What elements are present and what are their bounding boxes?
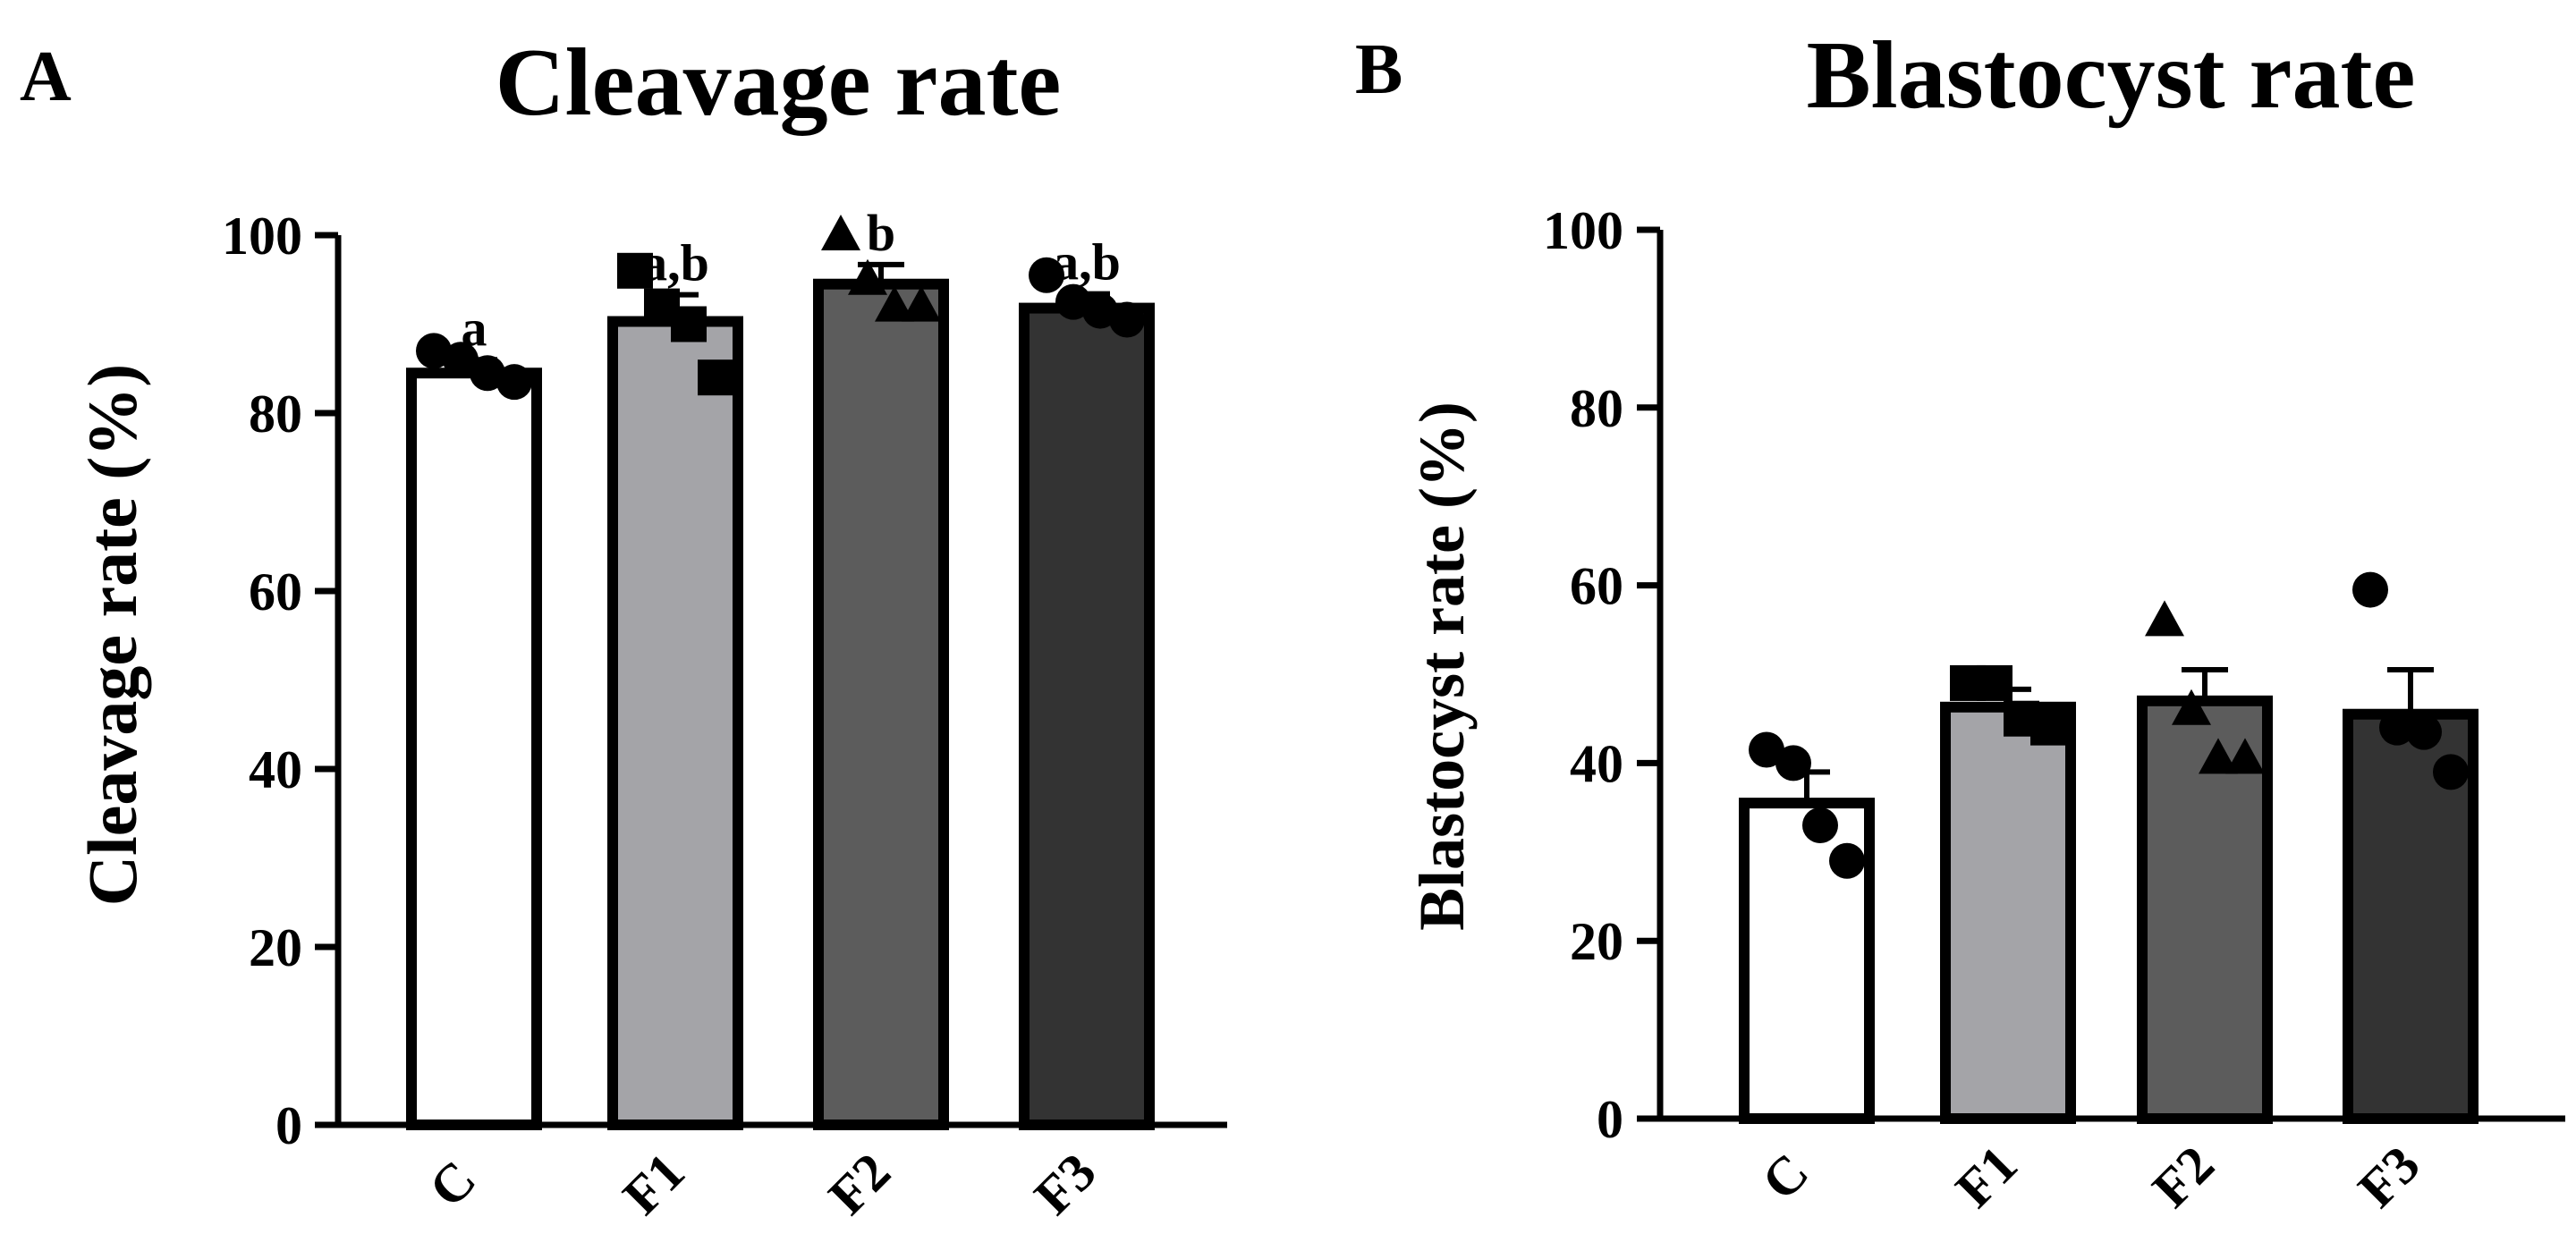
- x-tick-label-C: C: [418, 1149, 487, 1218]
- y-tick-label-80: 80: [249, 384, 302, 444]
- sig-letter-F2: b: [867, 204, 895, 262]
- point-C-4: [1829, 842, 1865, 879]
- point-C-1: [1749, 731, 1784, 768]
- y-tick-label-60: 60: [249, 562, 302, 621]
- point-F2-1: [821, 215, 860, 250]
- point-C-2: [1775, 745, 1811, 782]
- y-tick-label-100: 100: [222, 207, 302, 266]
- y-tick-label-0: 0: [1597, 1090, 1623, 1149]
- point-F1-3: [671, 306, 707, 342]
- panel-b-label: B: [1355, 30, 1402, 109]
- point-C-4: [496, 364, 532, 401]
- point-F2-3: [875, 285, 914, 322]
- y-tick-label-0: 0: [275, 1096, 302, 1155]
- y-tick-label-20: 20: [249, 918, 302, 977]
- panel-a-title: Cleavage rate: [496, 30, 1062, 136]
- bar-F2: [813, 278, 949, 1131]
- sig-letter-C: a: [462, 299, 487, 357]
- panel-b: B Blastocyst rate Blastocyst rate (%) C F…: [1355, 22, 2565, 1219]
- y-tick-label-60: 60: [1570, 557, 1623, 616]
- x-tick-label-F2: F2: [2141, 1135, 2225, 1219]
- point-F3-4: [2433, 754, 2469, 790]
- point-F3-3: [2406, 714, 2442, 750]
- point-F1-2: [1977, 664, 2012, 701]
- point-C-1: [416, 333, 452, 369]
- point-F3-4: [1109, 301, 1145, 338]
- point-F2-1: [2145, 600, 2184, 637]
- point-F2-2: [848, 258, 887, 295]
- point-F2-4: [902, 285, 941, 322]
- x-tick-label-F2: F2: [818, 1142, 902, 1226]
- y-tick-label-100: 100: [1543, 201, 1623, 260]
- point-F3-1: [1029, 257, 1064, 293]
- y-tick-label-40: 40: [1570, 734, 1623, 793]
- point-F3-2: [1055, 283, 1091, 320]
- bar-F1: [607, 316, 743, 1130]
- y-tick-label-40: 40: [249, 740, 302, 799]
- point-F2-2: [2172, 689, 2211, 725]
- y-tick-label-80: 80: [1570, 379, 1623, 438]
- x-tick-label-F1: F1: [1945, 1135, 2029, 1219]
- point-F1-4: [2030, 709, 2066, 746]
- panel-a-y-axis-label: Cleavage rate (%): [73, 364, 151, 906]
- panel-b-title: Blastocyst rate: [1807, 22, 2416, 129]
- point-F3-3: [1082, 292, 1118, 329]
- panel-a: A Cleavage rate Cleavage rate (%) a Ca,b F…: [20, 30, 1227, 1226]
- x-tick-label-F1: F1: [612, 1142, 696, 1226]
- bar-F3: [1019, 302, 1155, 1130]
- panel-a-label: A: [20, 38, 72, 116]
- point-C-2: [443, 342, 479, 378]
- sig-letter-F1: a,b: [641, 234, 709, 292]
- x-tick-label-C: C: [1750, 1142, 1819, 1211]
- panel-b-y-axis-label: Blastocyst rate (%): [1406, 401, 1478, 931]
- x-tick-label-F3: F3: [2347, 1135, 2431, 1219]
- point-F3-1: [2352, 571, 2388, 608]
- point-F1-1: [617, 252, 653, 289]
- y-tick-label-20: 20: [1570, 912, 1623, 971]
- point-C-3: [1802, 807, 1838, 843]
- x-tick-label-F3: F3: [1023, 1142, 1107, 1226]
- point-F1-4: [698, 359, 733, 396]
- point-C-3: [470, 355, 505, 392]
- sig-letter-F3: a,b: [1053, 233, 1121, 292]
- bar-C: [406, 368, 542, 1131]
- point-F2-3: [2199, 738, 2238, 774]
- point-F3-2: [2379, 709, 2415, 746]
- point-F2-4: [2225, 738, 2265, 774]
- bar-F1: [1940, 701, 2076, 1124]
